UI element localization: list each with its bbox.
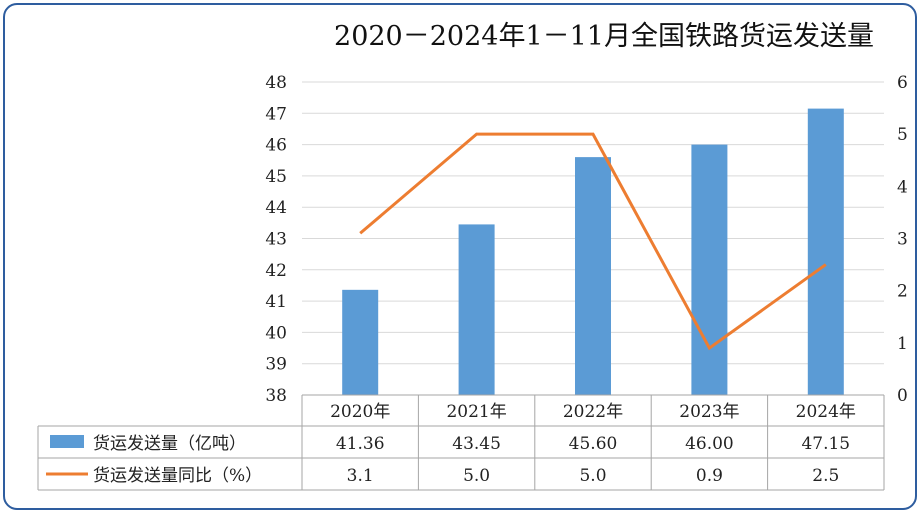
bar (575, 157, 611, 395)
data-label: 46.00 (685, 434, 734, 454)
data-label: 45.60 (569, 434, 618, 454)
legend-series-name: 货运发送量（亿吨） (93, 434, 246, 454)
data-label: 5.0 (579, 466, 606, 486)
category-label: 2020年 (330, 402, 390, 422)
category-label: 2024年 (796, 402, 856, 422)
y-right-tick-label: 4 (897, 177, 908, 197)
y-right-tick-label: 0 (897, 386, 908, 406)
line-series (359, 132, 827, 351)
y-left-tick-label: 43 (265, 230, 287, 250)
bar (807, 108, 844, 395)
data-label: 5.0 (463, 466, 490, 486)
category-label: 2023年 (679, 402, 739, 422)
series-line (359, 132, 827, 351)
data-label: 3.1 (347, 466, 374, 486)
data-label: 0.9 (696, 466, 723, 486)
y-right-tick-label: 5 (897, 125, 908, 145)
y-right-tick-label: 2 (897, 282, 908, 302)
category-label: 2022年 (563, 402, 623, 422)
legend-bar-swatch (50, 435, 84, 448)
data-label: 2.5 (812, 466, 839, 486)
y-left-tick-label: 47 (265, 104, 287, 124)
bar-series (342, 108, 844, 395)
data-label: 43.45 (452, 434, 501, 454)
y-axis-left: 38 39 40 41 42 43 44 45 46 47 48 (265, 73, 287, 406)
y-axis-right: 0 1 2 3 4 5 6 (897, 73, 908, 406)
y-left-tick-label: 38 (265, 386, 287, 406)
gridlines (302, 81, 884, 365)
chart-title: 2020－2024年1－11月全国铁路货运发送量 (334, 21, 874, 52)
bar (342, 289, 379, 395)
y-left-tick-label: 42 (265, 261, 287, 281)
y-left-tick-label: 41 (265, 292, 287, 312)
y-right-tick-label: 6 (897, 73, 908, 93)
data-label: 41.36 (336, 434, 385, 454)
y-right-tick-label: 1 (897, 334, 908, 354)
bar (458, 224, 495, 395)
legend-series-name: 货运发送量同比（%） (93, 466, 262, 486)
y-left-tick-label: 45 (265, 167, 287, 187)
bar (691, 144, 728, 395)
data-label: 47.15 (801, 434, 850, 454)
y-left-tick-label: 40 (265, 323, 287, 343)
y-right-tick-label: 3 (897, 230, 908, 250)
y-left-tick-label: 48 (265, 73, 287, 93)
y-left-tick-label: 44 (265, 198, 287, 218)
y-left-tick-label: 39 (265, 355, 287, 375)
category-label: 2021年 (446, 402, 506, 422)
y-left-tick-label: 46 (265, 136, 287, 156)
